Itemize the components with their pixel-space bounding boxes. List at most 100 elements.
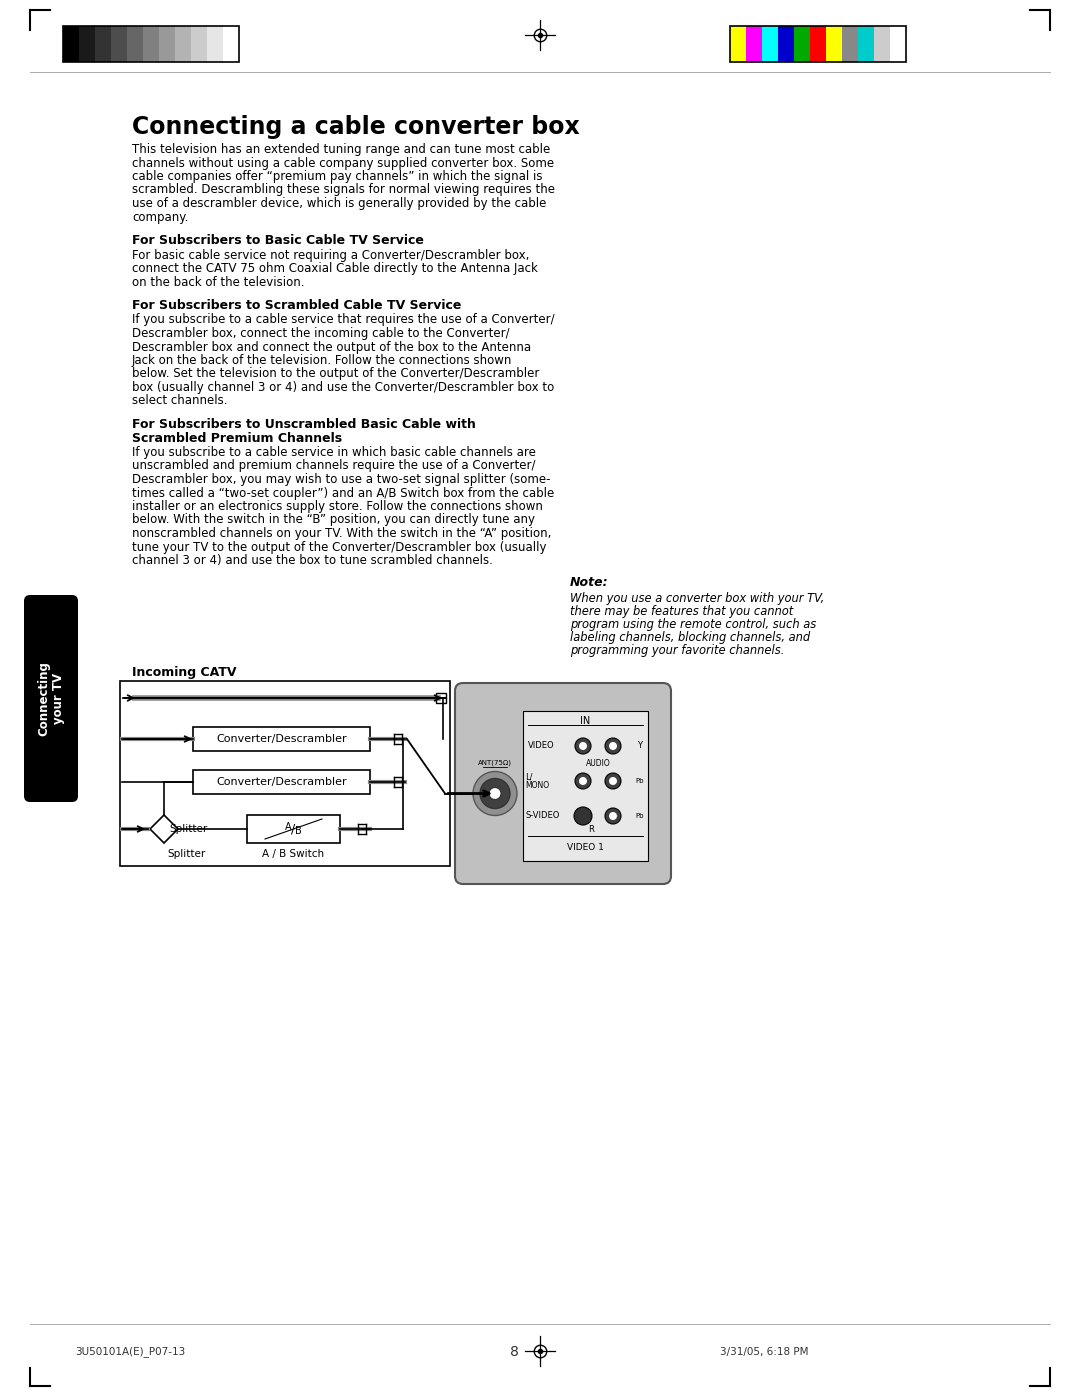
Text: B: B — [295, 826, 302, 836]
Text: 8: 8 — [510, 1344, 518, 1358]
Bar — [191, 27, 207, 61]
Circle shape — [579, 778, 588, 785]
Text: times called a “two-set coupler”) and an A/B Switch box from the cable: times called a “two-set coupler”) and an… — [132, 486, 554, 500]
Circle shape — [609, 812, 617, 819]
Bar — [436, 692, 446, 704]
Text: Jack on the back of the television. Follow the connections shown: Jack on the back of the television. Foll… — [132, 355, 512, 367]
Text: select channels.: select channels. — [132, 395, 228, 408]
Text: scrambled. Descrambling these signals for normal viewing requires the: scrambled. Descrambling these signals fo… — [132, 183, 555, 197]
Circle shape — [573, 807, 592, 825]
Text: installer or an electronics supply store. Follow the connections shown: installer or an electronics supply store… — [132, 500, 543, 512]
Circle shape — [575, 773, 591, 789]
Circle shape — [473, 772, 517, 815]
Text: R: R — [589, 825, 594, 835]
Text: channel 3 or 4) and use the box to tune scrambled channels.: channel 3 or 4) and use the box to tune … — [132, 554, 492, 567]
Text: Converter/Descrambler: Converter/Descrambler — [216, 734, 347, 744]
Bar — [193, 727, 370, 751]
Circle shape — [605, 738, 621, 754]
Circle shape — [579, 743, 588, 750]
Text: For Subscribers to Basic Cable TV Service: For Subscribers to Basic Cable TV Servic… — [132, 235, 423, 247]
Text: S-VIDEO: S-VIDEO — [525, 811, 559, 821]
Bar — [746, 27, 762, 61]
Bar — [890, 27, 906, 61]
Text: program using the remote control, such as: program using the remote control, such a… — [570, 618, 816, 631]
Bar — [858, 27, 874, 61]
Bar — [810, 27, 826, 61]
Circle shape — [605, 773, 621, 789]
Circle shape — [609, 743, 617, 750]
Bar — [730, 27, 906, 61]
Text: Note:: Note: — [570, 577, 609, 589]
Bar — [794, 27, 810, 61]
Text: Descrambler box, connect the incoming cable to the Converter/: Descrambler box, connect the incoming ca… — [132, 327, 510, 341]
Circle shape — [575, 738, 591, 754]
Text: Splitter: Splitter — [168, 824, 207, 833]
Circle shape — [480, 779, 510, 808]
Bar — [207, 27, 222, 61]
Bar — [127, 27, 143, 61]
Bar — [247, 815, 340, 843]
FancyBboxPatch shape — [455, 683, 671, 884]
Polygon shape — [150, 815, 178, 843]
Circle shape — [489, 787, 501, 800]
Text: If you subscribe to a cable service that requires the use of a Converter/: If you subscribe to a cable service that… — [132, 314, 555, 327]
Text: on the back of the television.: on the back of the television. — [132, 275, 305, 289]
Text: Descrambler box and connect the output of the box to the Antenna: Descrambler box and connect the output o… — [132, 341, 531, 353]
Bar — [193, 771, 370, 794]
Text: Connecting a cable converter box: Connecting a cable converter box — [132, 114, 580, 140]
Text: cable companies offer “premium pay channels” in which the signal is: cable companies offer “premium pay chann… — [132, 170, 542, 183]
Text: A / B Switch: A / B Switch — [262, 849, 325, 859]
Text: Connecting
your TV: Connecting your TV — [37, 662, 65, 736]
Text: VIDEO 1: VIDEO 1 — [567, 843, 604, 852]
Text: For basic cable service not requiring a Converter/Descrambler box,: For basic cable service not requiring a … — [132, 248, 529, 261]
Text: 3U50101A(E)_P07-13: 3U50101A(E)_P07-13 — [75, 1347, 186, 1357]
Text: box (usually channel 3 or 4) and use the Converter/Descrambler box to: box (usually channel 3 or 4) and use the… — [132, 381, 554, 394]
Bar — [222, 27, 239, 61]
Text: tune your TV to the output of the Converter/Descrambler box (usually: tune your TV to the output of the Conver… — [132, 540, 546, 553]
FancyBboxPatch shape — [24, 595, 78, 801]
Bar — [778, 27, 794, 61]
Text: Converter/Descrambler: Converter/Descrambler — [216, 778, 347, 787]
Bar — [143, 27, 159, 61]
Circle shape — [609, 778, 617, 785]
Bar — [730, 27, 746, 61]
Bar — [111, 27, 127, 61]
Bar — [63, 27, 79, 61]
Text: nonscrambled channels on your TV. With the switch in the “A” position,: nonscrambled channels on your TV. With t… — [132, 528, 552, 540]
Bar — [159, 27, 175, 61]
Bar — [874, 27, 890, 61]
Bar — [523, 711, 648, 861]
Bar — [79, 27, 95, 61]
Text: For Subscribers to Scrambled Cable TV Service: For Subscribers to Scrambled Cable TV Se… — [132, 299, 461, 311]
Text: For Subscribers to Unscrambled Basic Cable with: For Subscribers to Unscrambled Basic Cab… — [132, 417, 476, 431]
Text: programming your favorite channels.: programming your favorite channels. — [570, 644, 784, 658]
Text: Pb: Pb — [636, 778, 645, 785]
Bar — [842, 27, 858, 61]
Circle shape — [605, 808, 621, 824]
Text: /: / — [292, 822, 296, 835]
Text: MONO: MONO — [525, 780, 549, 790]
Text: below. With the switch in the “B” position, you can directly tune any: below. With the switch in the “B” positi… — [132, 514, 535, 526]
Text: 3/31/05, 6:18 PM: 3/31/05, 6:18 PM — [720, 1347, 809, 1357]
Text: company.: company. — [132, 211, 188, 223]
Text: Y: Y — [637, 741, 643, 751]
Text: ANT(75Ω): ANT(75Ω) — [478, 759, 512, 766]
Text: VIDEO: VIDEO — [528, 741, 555, 751]
Text: AUDIO: AUDIO — [585, 758, 610, 768]
Text: unscrambled and premium channels require the use of a Converter/: unscrambled and premium channels require… — [132, 459, 536, 472]
Text: Descrambler box, you may wish to use a two-set signal splitter (some-: Descrambler box, you may wish to use a t… — [132, 473, 551, 486]
Text: IN: IN — [580, 716, 591, 726]
Bar — [175, 27, 191, 61]
Text: Pb: Pb — [636, 812, 645, 819]
Text: there may be features that you cannot: there may be features that you cannot — [570, 604, 793, 618]
Bar — [95, 27, 111, 61]
Bar — [762, 27, 778, 61]
Text: This television has an extended tuning range and can tune most cable: This television has an extended tuning r… — [132, 142, 550, 156]
Text: Scrambled Premium Channels: Scrambled Premium Channels — [132, 431, 342, 444]
Bar — [826, 27, 842, 61]
Text: L/: L/ — [525, 772, 532, 782]
Text: If you subscribe to a cable service in which basic cable channels are: If you subscribe to a cable service in w… — [132, 445, 536, 459]
Text: Splitter: Splitter — [167, 849, 205, 859]
Text: below. Set the television to the output of the Converter/Descrambler: below. Set the television to the output … — [132, 367, 539, 381]
Text: Incoming CATV: Incoming CATV — [132, 666, 237, 678]
